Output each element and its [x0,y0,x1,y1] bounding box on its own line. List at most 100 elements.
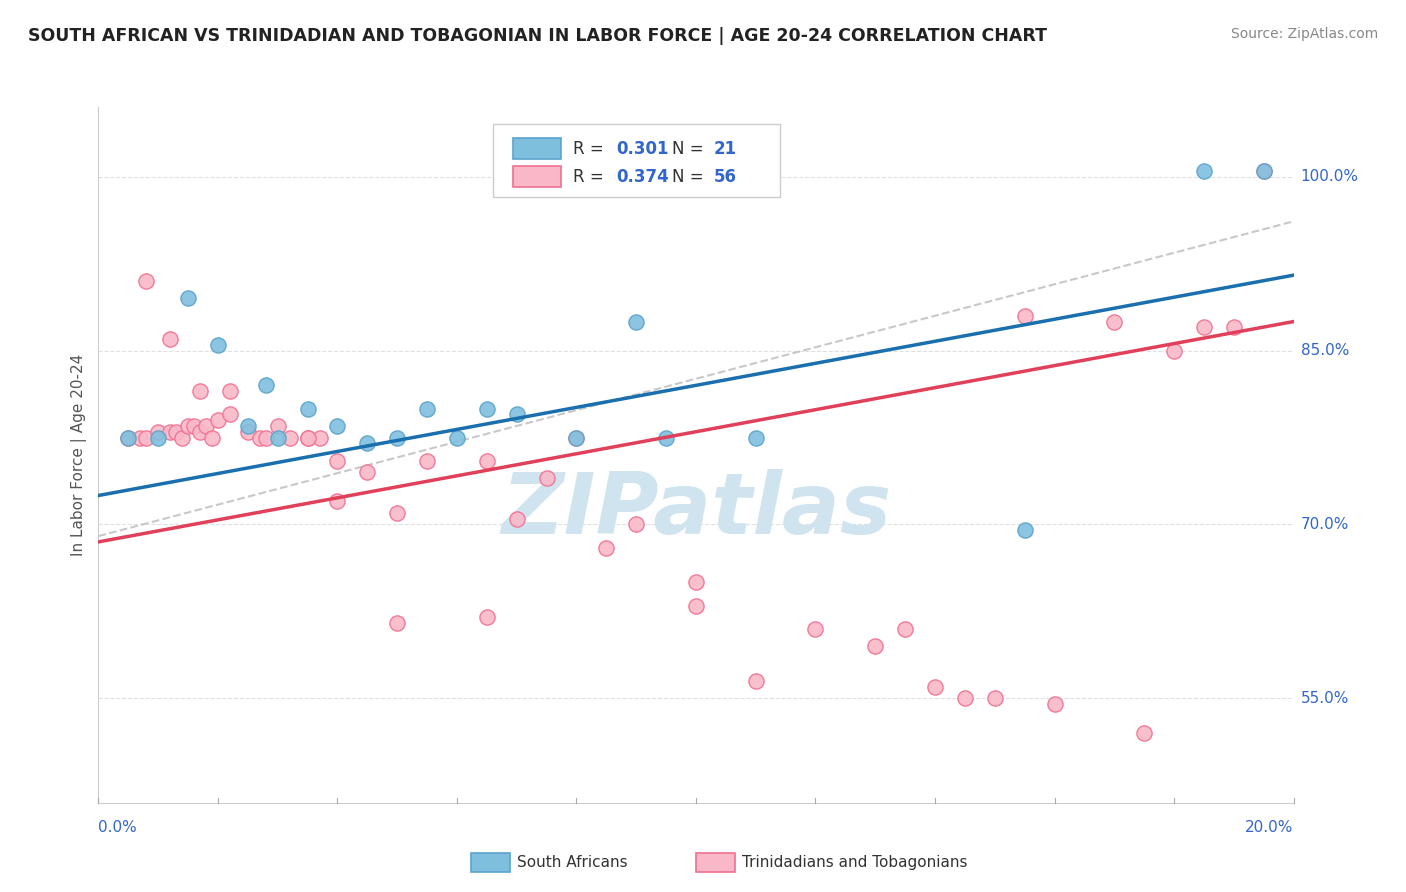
Text: 56: 56 [714,168,737,186]
Point [983,691,1005,706]
Point [953,691,976,706]
Point [624,315,647,329]
Point [219,384,242,399]
Point [219,407,242,422]
Point [446,431,468,445]
Point [297,431,319,445]
Point [177,291,200,305]
Point [506,512,529,526]
Point [1133,726,1156,740]
Point [624,517,647,532]
Point [385,616,409,631]
Point [254,431,277,445]
Point [924,680,946,694]
Text: 55.0%: 55.0% [1301,691,1348,706]
Point [1253,164,1275,178]
Point [685,599,707,613]
Point [1014,523,1036,537]
Point [894,622,917,636]
Text: Trinidadians and Tobagonians: Trinidadians and Tobagonians [742,855,967,870]
Text: N =: N = [672,168,709,186]
Text: SOUTH AFRICAN VS TRINIDADIAN AND TOBAGONIAN IN LABOR FORCE | AGE 20-24 CORRELATI: SOUTH AFRICAN VS TRINIDADIAN AND TOBAGON… [28,27,1047,45]
Point [236,419,259,434]
Point [565,431,588,445]
Text: 0.301: 0.301 [616,140,668,158]
Point [278,431,301,445]
Point [745,674,768,689]
Text: 85.0%: 85.0% [1301,343,1348,358]
Point [129,431,152,445]
Point [385,506,409,520]
Point [1014,309,1036,323]
Point [267,419,290,434]
Point [188,425,211,439]
Point [207,413,229,427]
Text: 70.0%: 70.0% [1301,517,1348,532]
Text: R =: R = [572,168,609,186]
Point [159,425,181,439]
Point [148,431,170,445]
Text: R =: R = [572,140,609,158]
Point [308,431,330,445]
Point [655,431,678,445]
Text: South Africans: South Africans [517,855,628,870]
Point [117,431,139,445]
Point [385,431,409,445]
Point [159,332,181,346]
Point [207,338,229,352]
Point [148,425,170,439]
Point [685,575,707,590]
Point [183,419,205,434]
Point [356,436,378,450]
Text: 0.0%: 0.0% [98,821,138,835]
Y-axis label: In Labor Force | Age 20-24: In Labor Force | Age 20-24 [72,354,87,556]
Point [475,610,498,624]
Point [1192,320,1215,334]
Point [745,431,768,445]
Point [326,494,349,508]
Text: 100.0%: 100.0% [1301,169,1358,184]
Point [236,425,259,439]
Point [188,384,211,399]
Point [135,431,157,445]
Point [1253,164,1275,178]
Point [249,431,271,445]
Text: ZIPatlas: ZIPatlas [501,469,891,552]
Point [172,431,194,445]
Point [475,401,498,416]
Point [416,401,439,416]
Text: Source: ZipAtlas.com: Source: ZipAtlas.com [1230,27,1378,41]
Point [267,431,290,445]
Point [1043,698,1066,712]
Point [326,419,349,434]
Point [1104,315,1126,329]
Point [475,453,498,467]
Point [1192,164,1215,178]
Point [1163,343,1185,358]
Point [326,453,349,467]
FancyBboxPatch shape [494,124,779,197]
Point [201,431,224,445]
Point [565,431,588,445]
Point [254,378,277,392]
Point [177,419,200,434]
Point [865,640,887,654]
Point [356,466,378,480]
Point [297,401,319,416]
Point [117,431,139,445]
Bar [513,166,561,187]
Point [1223,320,1246,334]
Text: 20.0%: 20.0% [1246,821,1294,835]
Text: 0.374: 0.374 [616,168,669,186]
Point [804,622,827,636]
Point [165,425,187,439]
Point [194,419,218,434]
Text: 21: 21 [714,140,737,158]
Point [297,431,319,445]
Bar [513,137,561,159]
Point [595,541,617,555]
Point [506,407,529,422]
Point [416,453,439,467]
Point [135,274,157,288]
Text: N =: N = [672,140,709,158]
